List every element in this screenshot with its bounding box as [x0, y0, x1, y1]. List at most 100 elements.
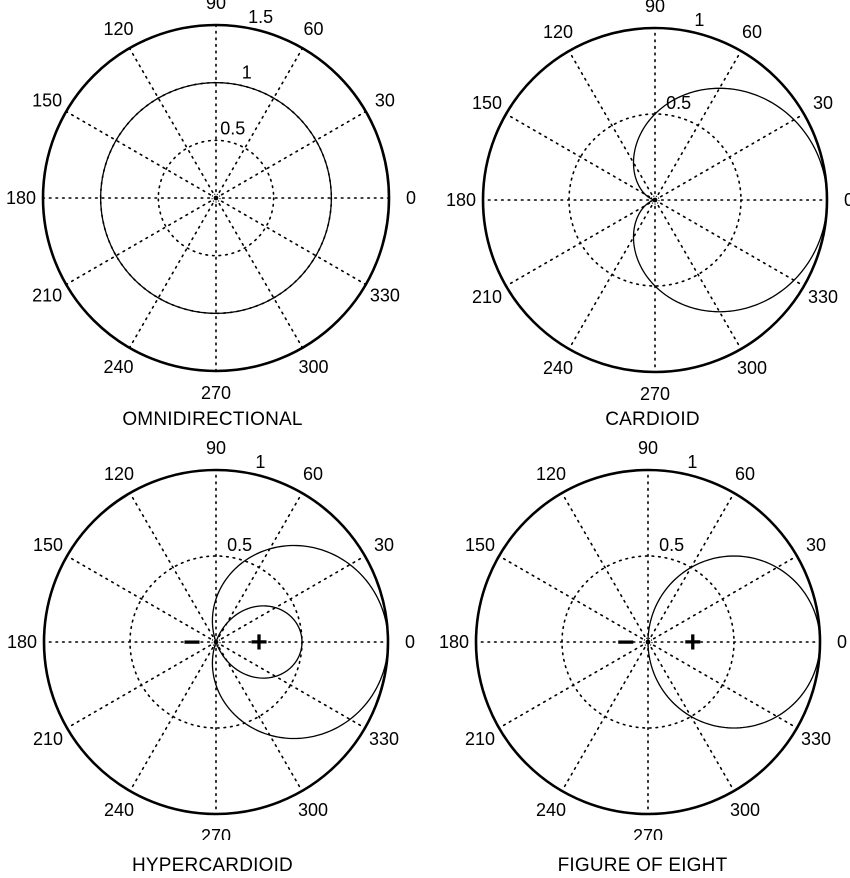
angle-tick-label: 120	[104, 464, 134, 484]
angle-tick-label: 270	[640, 384, 670, 400]
angle-tick-label: 240	[103, 357, 133, 377]
angular-grid-line	[561, 492, 649, 643]
center-marker	[650, 195, 660, 205]
angle-tick-label: 210	[465, 729, 495, 749]
chart-title: OMNIDIRECTIONAL	[122, 409, 303, 430]
minus-sign: −	[617, 626, 635, 659]
polar-chart-figure-of-eight: 0.5 1 0 30 60 90 120 150 180 210 240 270 300 330 − + FI…	[430, 440, 850, 878]
angle-tick-label: 270	[201, 826, 231, 840]
angle-tick-label: 30	[375, 91, 395, 111]
angular-grid-line	[215, 641, 303, 792]
pattern-curve	[647, 555, 821, 729]
angle-tick-label: 60	[303, 464, 323, 484]
angle-tick-label: 180	[6, 188, 36, 208]
minus-sign: −	[183, 626, 201, 659]
polar-chart-cardioid: 0.5 1 0 30 60 90 120 150 180 210 240 270 300 330 CARD…	[440, 0, 850, 438]
angular-grid-line	[215, 110, 367, 199]
angle-tick-label: 90	[206, 440, 226, 458]
angular-grid-line	[505, 113, 656, 201]
polar-chart-hypercardioid: 0.5 1 0 30 60 90 120 150 180 210 240 270 300 330 − + HY…	[0, 440, 425, 878]
polar-plot-figure-of-eight: 0.5 1 0 30 60 90 120 150 180 210 240 270 300 330 − +	[439, 440, 847, 840]
angle-tick-label: 150	[33, 535, 63, 555]
pattern-curve	[100, 82, 332, 314]
angle-tick-label: 150	[32, 91, 62, 111]
radial-tick-label: 0.5	[659, 535, 684, 555]
polar-chart-omnidirectional: 0.5 1 1.5 0 30 60 90 120 150 180 210 240 270 300 330 O…	[0, 0, 425, 438]
angle-tick-label: 90	[645, 0, 665, 16]
angle-tick-label: 300	[298, 357, 328, 377]
radial-tick-label: 0.5	[227, 535, 252, 555]
angular-grid-line	[65, 110, 217, 199]
chart-title: CARDIOID	[605, 409, 700, 430]
angle-tick-label: 30	[813, 93, 833, 113]
pattern-curve	[211, 544, 389, 740]
angular-grid-line	[215, 641, 366, 729]
angle-tick-label: 180	[439, 632, 469, 652]
angular-grid-line	[647, 641, 798, 729]
radial-tick-label: 1.5	[248, 7, 273, 27]
angular-grid-line	[65, 197, 217, 286]
angle-tick-label: 210	[472, 287, 502, 307]
center-marker	[211, 193, 221, 203]
angular-grid-line	[568, 50, 656, 201]
angle-tick-label: 330	[801, 729, 831, 749]
radial-tick-label: 1	[255, 452, 265, 472]
angle-tick-label: 330	[808, 287, 838, 307]
angular-grid-line	[215, 197, 304, 349]
angle-tick-label: 0	[406, 188, 416, 208]
angle-tick-label: 150	[465, 535, 495, 555]
angle-tick-label: 30	[374, 535, 394, 555]
radial-grid-circle	[561, 555, 735, 729]
angle-tick-label: 120	[543, 22, 573, 42]
angle-tick-label: 60	[303, 19, 323, 39]
outer-boundary	[41, 23, 391, 373]
angle-tick-label: 0	[405, 632, 415, 652]
chart-title: HYPERCARDIOID	[132, 855, 293, 876]
angle-tick-label: 300	[737, 358, 767, 378]
angle-tick-label: 210	[32, 286, 62, 306]
angular-grid-line	[128, 197, 217, 349]
angle-tick-label: 60	[735, 464, 755, 484]
angular-grid-line	[128, 47, 217, 199]
angular-grid-line	[654, 199, 805, 287]
polar-plot-hypercardioid: 0.5 1 0 30 60 90 120 150 180 210 240 270 300 330 − +	[7, 440, 415, 840]
angular-grid-line	[498, 555, 649, 643]
angular-grid-line	[215, 47, 304, 199]
angle-tick-label: 0	[844, 190, 850, 210]
angle-tick-label: 90	[638, 440, 658, 458]
radial-grid-circle	[157, 139, 275, 257]
angle-tick-label: 120	[103, 19, 133, 39]
plus-sign: +	[684, 626, 702, 659]
radial-tick-label: 1	[694, 10, 704, 30]
radial-tick-label: 0.5	[666, 93, 691, 113]
radial-tick-label: 1	[242, 63, 252, 83]
angular-grid-line	[654, 199, 742, 350]
angle-tick-label: 270	[201, 383, 231, 400]
radial-tick-label: 1	[687, 452, 697, 472]
radial-tick-label: 0.5	[220, 119, 245, 139]
angle-tick-label: 330	[370, 286, 400, 306]
angle-tick-label: 300	[730, 800, 760, 820]
angle-tick-label: 90	[206, 0, 226, 13]
angle-tick-label: 180	[7, 632, 37, 652]
center-marker	[211, 637, 221, 647]
angle-tick-label: 270	[633, 826, 663, 840]
angle-tick-label: 210	[33, 729, 63, 749]
angle-tick-label: 240	[104, 800, 134, 820]
polar-plot-omnidirectional: 0.5 1 1.5 0 30 60 90 120 150 180 210 240 270 300 330	[6, 0, 416, 400]
angle-tick-label: 300	[298, 800, 328, 820]
angle-tick-label: 330	[369, 729, 399, 749]
plus-sign: +	[250, 626, 268, 659]
angular-grid-line	[215, 197, 367, 286]
polar-plot-cardioid: 0.5 1 0 30 60 90 120 150 180 210 240 270 300 330	[446, 0, 850, 400]
angle-tick-label: 120	[536, 464, 566, 484]
angle-tick-label: 0	[837, 632, 847, 652]
angle-tick-label: 150	[472, 93, 502, 113]
angular-grid-line	[66, 555, 217, 643]
angle-tick-label: 240	[536, 800, 566, 820]
angle-tick-label: 180	[446, 190, 476, 210]
pattern-curve	[632, 87, 828, 313]
chart-title: FIGURE OF EIGHT	[557, 855, 728, 876]
angular-grid-line	[129, 492, 217, 643]
angle-tick-label: 60	[742, 22, 762, 42]
